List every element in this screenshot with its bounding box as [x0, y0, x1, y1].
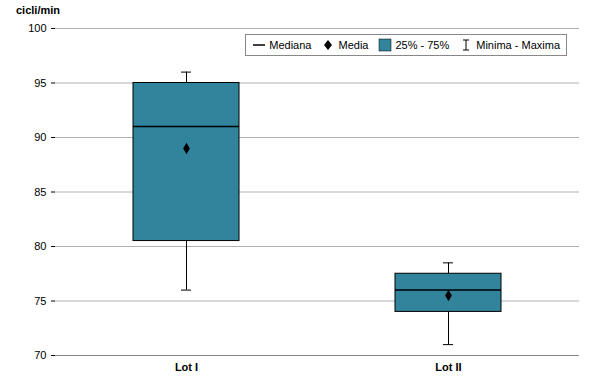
html-text:Mediana: Mediana	[269, 39, 312, 51]
svg-text:80: 80	[34, 240, 46, 252]
html-text:Minima - Maxima: Minima - Maxima	[476, 39, 560, 51]
html-text:25% - 75%: 25% - 75%	[395, 39, 450, 51]
svg-text:85: 85	[34, 186, 46, 198]
svg-text:90: 90	[34, 131, 46, 143]
svg-text:95: 95	[34, 77, 46, 89]
html-text:cicli/min: cicli/min	[16, 4, 60, 16]
svg-text:100: 100	[28, 22, 46, 34]
html-text:Media: Media	[338, 39, 369, 51]
svg-text:Lot II: Lot II	[435, 361, 461, 373]
svg-text:75: 75	[34, 295, 46, 307]
svg-text:70: 70	[34, 349, 46, 361]
svg-text:Lot I: Lot I	[175, 361, 198, 373]
